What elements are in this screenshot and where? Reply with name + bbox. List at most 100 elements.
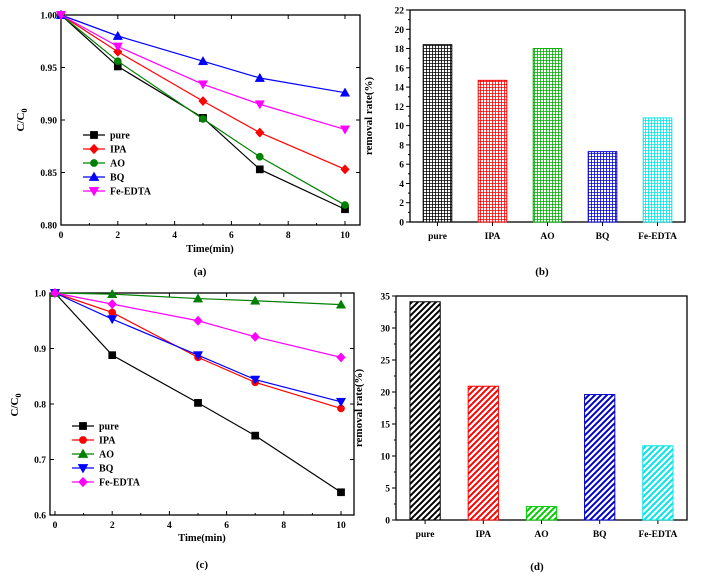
panel-c-y-tick-label: 0.6 — [34, 512, 46, 522]
panel-a-series-Fe-EDTA-line — [60, 14, 346, 131]
panel-b-y-tick-label: 18 — [395, 45, 405, 55]
panel-d-category-label: AO — [534, 530, 548, 540]
panel-a-x-tick-label: 6 — [229, 231, 234, 241]
panel-c-legend-label: pure — [99, 422, 119, 433]
panel-a-series-Fe-EDTA-point — [55, 11, 67, 21]
panel-c-legend-label: IPA — [99, 436, 116, 447]
panel-a-legend-marker-AO — [90, 159, 98, 167]
panel-c-y-axis-label: C/C0 — [9, 394, 23, 417]
panel-b-category-label: IPA — [485, 232, 501, 242]
panel-a-legend-marker-IPA — [89, 143, 99, 155]
panel-b-category-label: pure — [428, 232, 447, 242]
panel-c-series-Fe-EDTA-point — [336, 352, 346, 363]
panel-a-series-BQ-point — [197, 56, 209, 66]
panel-b-y-tick-label: 12 — [395, 103, 405, 113]
panel-c-x-axis-label: Time(min) — [178, 533, 226, 544]
panel-a-legend-marker-BQ — [88, 171, 100, 181]
panel-c-y-tick-label: 0.7 — [34, 456, 46, 466]
panel-c-series-IPA-point — [108, 308, 117, 317]
panel-c-series-pure-point — [194, 399, 202, 407]
panel-c-x-tick-label: 2 — [110, 521, 115, 531]
panel-b-category-label: BQ — [596, 232, 610, 242]
panel-b-y-tick-label: 2 — [399, 199, 404, 209]
panel-d-y-tick-label: 30 — [381, 325, 391, 335]
panel-b-y-tick-label: 16 — [395, 64, 405, 74]
panel-d-y-tick-label: 0 — [385, 517, 390, 527]
panel-c-series-pure-point — [108, 351, 117, 360]
panel-c-legend-label: BQ — [99, 464, 114, 475]
panel-a-y-tick-label: 0.90 — [40, 117, 57, 127]
panel-d-bar-AO — [525, 506, 558, 521]
panel-b-y-tick-label: 8 — [399, 141, 404, 151]
panel-b-bar-chart: 0 2 4 6 8 10 12 14 16 18 20 22 pure IPA AO BQ Fe-EDTA re… — [363, 7, 686, 278]
panel-c-series-BQ-point — [335, 397, 347, 407]
panel-a-legend-marker-pure — [90, 131, 98, 139]
panel-a-y-tick-label: 0.80 — [40, 222, 57, 232]
panel-c-series-Fe-EDTA-point — [250, 331, 260, 342]
panel-d-y-tick-label: 10 — [381, 453, 391, 463]
panel-d-bar-BQ — [584, 394, 616, 521]
panel-b-bar-pure — [422, 44, 453, 223]
panel-c-x-tick-label: 0 — [53, 521, 58, 531]
panel-b-y-axis-label: removal rate(%) — [363, 77, 375, 156]
panel-d-y-axis-label: removal rate(%) — [353, 369, 365, 448]
panel-a-y-tick-label: 0.95 — [40, 64, 57, 74]
panel-c-legend-marker-BQ — [77, 464, 89, 474]
panel-c-legend-marker-pure — [79, 422, 87, 430]
panel-c-legend-marker-Fe-EDTA — [78, 476, 88, 488]
panel-b-y-tick-label: 20 — [395, 26, 405, 36]
panel-b-y-tick-label: 0 — [399, 219, 404, 229]
panel-c-y-tick-label: 0.8 — [34, 401, 46, 411]
panel-a-y-axis-label: C/C0 — [15, 109, 29, 132]
panel-d-y-tick-label: 35 — [381, 293, 391, 303]
panel-a-legend-label: pure — [110, 131, 130, 142]
panel-a-x-tick-label: 0 — [59, 231, 64, 241]
panel-a-series-AO-point — [341, 201, 349, 209]
panel-a-series-Fe-EDTA-point — [112, 42, 123, 52]
panel-a-y-tick-label: 0.85 — [40, 169, 57, 179]
panel-a-series-AO-point — [255, 152, 264, 161]
panel-a-legend-label: AO — [110, 159, 125, 170]
panel-a-caption: (a) — [194, 266, 207, 278]
panel-a-x-tick-label: 8 — [286, 231, 291, 241]
panel-b-y-tick-label: 6 — [399, 161, 404, 171]
panel-c-legend-marker-IPA — [79, 436, 87, 444]
panel-b-bar-Fe-EDTA — [642, 117, 673, 223]
panel-d-category-label: IPA — [475, 530, 491, 540]
panel-d-bar-Fe-EDTA — [642, 445, 674, 521]
panel-d-y-tick-label: 15 — [381, 421, 391, 431]
panel-b-y-tick-label: 14 — [395, 84, 405, 94]
panel-c-series-Fe-EDTA-point — [193, 315, 203, 326]
panel-b-caption: (b) — [535, 266, 549, 278]
panel-a-series-IPA-point — [113, 46, 123, 57]
panel-a-legend-label: Fe-EDTA — [110, 187, 152, 198]
panel-b-y-tick-label: 22 — [395, 7, 405, 17]
panel-d-y-tick-label: 20 — [381, 389, 391, 399]
panel-c-y-tick-label: 1.0 — [34, 290, 46, 300]
panel-c-x-tick-label: 10 — [336, 521, 346, 531]
panel-b-bar-BQ — [587, 151, 618, 223]
panel-b-category-label: Fe-EDTA — [638, 232, 677, 242]
panel-a-legend-marker-Fe-EDTA — [88, 187, 100, 197]
panel-a-x-tick-label: 2 — [115, 231, 120, 241]
panel-c-series-AO-point — [192, 293, 204, 303]
panel-b-bar-AO — [532, 48, 563, 223]
panel-a-series-BQ-point — [254, 72, 265, 82]
panel-b-y-tick-label: 4 — [399, 180, 404, 190]
panel-c-series-AO-point — [107, 288, 118, 298]
panel-c-series-Fe-EDTA-point — [107, 299, 117, 310]
panel-a-series-pure-point — [255, 165, 264, 174]
panel-a-line-chart: 0 2 4 6 8 10 0.80 0.85 0.90 0.95 1.00 pure IPA AO BQ F… — [15, 9, 361, 278]
panel-c-legend-marker-AO — [77, 448, 89, 458]
panel-a-series-IPA-point — [255, 127, 265, 138]
panel-b-bar-IPA — [477, 79, 508, 223]
panel-a-series-BQ-point — [339, 87, 351, 97]
panel-a-series-Fe-EDTA-point — [254, 100, 265, 110]
panel-d-category-label: BQ — [593, 530, 607, 540]
panel-c-series-BQ-point — [250, 375, 261, 385]
panel-c-series-pure-point — [337, 488, 345, 497]
panel-d-bar-IPA — [467, 385, 499, 521]
panel-c-legend-label: AO — [99, 450, 114, 461]
panel-d-category-label: Fe-EDTA — [638, 530, 677, 540]
